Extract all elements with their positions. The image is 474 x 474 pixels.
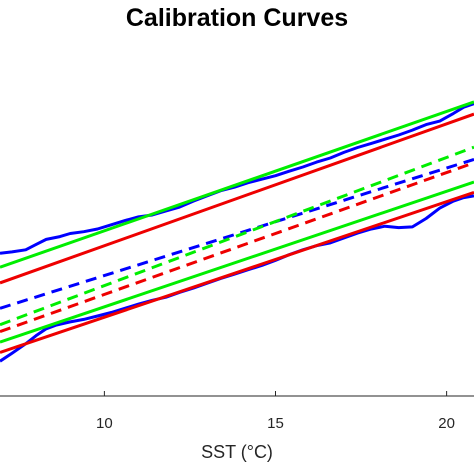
series-line-8 [0,190,474,354]
x-axis-label: SST (°C) [201,442,273,462]
x-tick-label: 20 [438,415,455,432]
series-line-1 [0,102,474,255]
chart-title: Calibration Curves [125,4,349,32]
series-line-3 [0,157,474,310]
series-line-2 [0,194,474,363]
series-line-6 [0,145,474,327]
series-group [0,100,474,363]
series-line-5 [0,180,474,344]
x-tick-label: 15 [267,415,284,432]
series-line-4 [0,100,474,269]
series-line-7 [0,112,474,285]
x-tick-label: 10 [96,415,113,432]
series-line-9 [0,161,474,334]
